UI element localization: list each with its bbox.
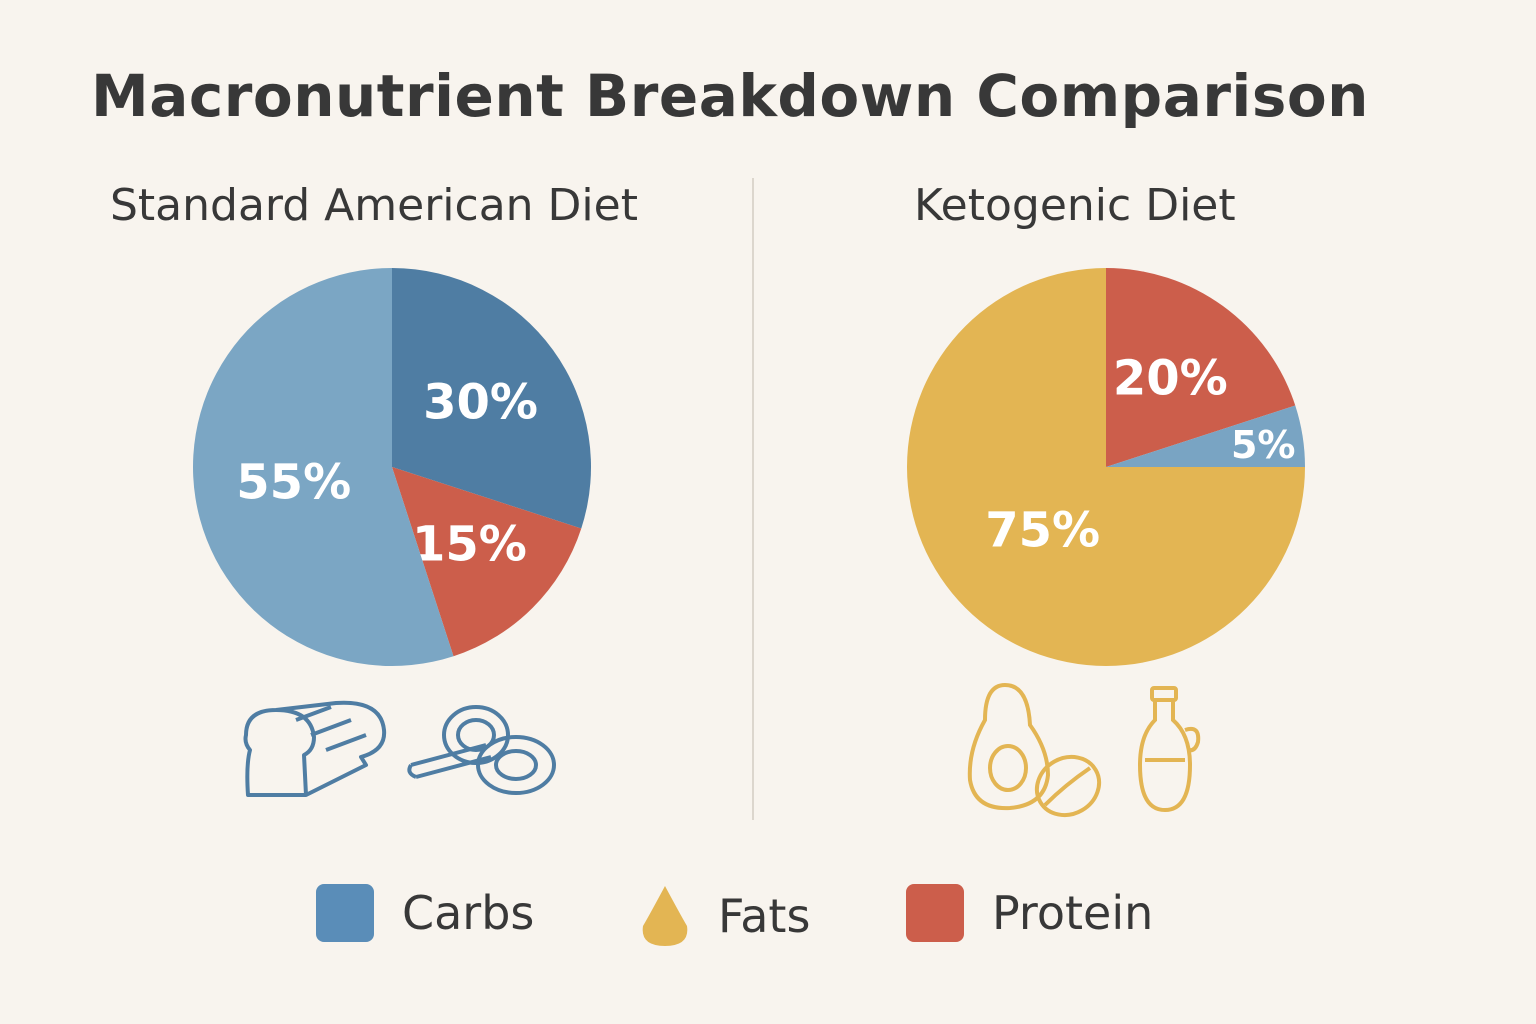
slice-label: 30% xyxy=(423,375,538,431)
legend-item-protein: Protein xyxy=(906,884,1153,942)
slice-label: 75% xyxy=(985,502,1100,558)
protein-swatch xyxy=(906,884,964,942)
pie-slice xyxy=(193,268,454,666)
right-chart-title: Ketogenic Diet xyxy=(914,180,1236,231)
pie-slice xyxy=(907,268,1305,666)
oil-bottle-icon xyxy=(1137,686,1201,813)
pasta-icon xyxy=(407,705,556,795)
slice-label: 20% xyxy=(1113,350,1228,406)
legend-item-carbs: Carbs xyxy=(316,884,534,942)
bread-icon xyxy=(243,700,387,797)
carb-food-icons xyxy=(243,700,556,797)
avocado-icon xyxy=(967,682,1102,818)
legend-label: Fats xyxy=(718,889,811,943)
chart-title: Macronutrient Breakdown Comparison xyxy=(91,62,1369,130)
pie-slice xyxy=(1106,268,1296,467)
carbs-swatch xyxy=(316,884,374,942)
pie-slice xyxy=(1106,405,1305,467)
slice-label: 55% xyxy=(236,455,351,511)
pie-slice xyxy=(392,467,582,657)
legend-label: Protein xyxy=(992,886,1154,940)
pie-slice xyxy=(392,268,591,529)
fat-drop-icon xyxy=(642,886,688,946)
slice-label: 5% xyxy=(1231,423,1296,467)
legend-item-fats: Fats xyxy=(640,884,810,948)
divider xyxy=(752,178,754,820)
fat-food-icons xyxy=(967,682,1201,818)
slice-label: 15% xyxy=(412,516,527,572)
legend-label: Carbs xyxy=(402,886,535,940)
left-chart-title: Standard American Diet xyxy=(110,180,638,231)
